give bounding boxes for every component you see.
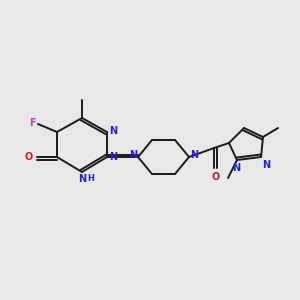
- Text: N: N: [190, 150, 198, 160]
- Text: N: N: [78, 174, 86, 184]
- Text: N: N: [232, 163, 240, 173]
- Text: O: O: [25, 152, 33, 162]
- Text: N: N: [129, 150, 137, 160]
- Text: N: N: [262, 160, 270, 170]
- Text: H: H: [87, 174, 94, 183]
- Text: F: F: [29, 118, 36, 128]
- Text: O: O: [212, 172, 220, 182]
- Text: N: N: [109, 152, 117, 162]
- Text: N: N: [109, 126, 117, 136]
